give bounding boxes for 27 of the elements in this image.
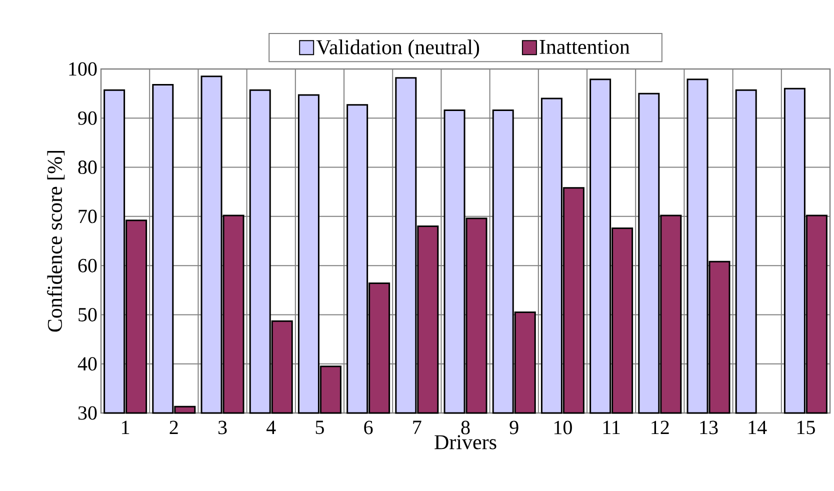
x-tick-label: 6 xyxy=(364,420,373,434)
y-tick-label: 60 xyxy=(78,258,97,272)
x-tick-label: 9 xyxy=(510,420,518,434)
x-tick-label: 12 xyxy=(652,420,669,434)
x-tick-label: 15 xyxy=(797,420,815,434)
y-tick-label: 50 xyxy=(78,308,97,322)
y-tick-label: 90 xyxy=(78,111,97,125)
x-axis-title: Drivers xyxy=(434,435,496,450)
y-tick-label: 100 xyxy=(69,62,97,76)
y-tick-label: 40 xyxy=(78,357,97,371)
y-tick-label: 80 xyxy=(78,160,97,174)
y-axis-title: Confidence score [%] xyxy=(47,150,65,332)
y-tick-label: 30 xyxy=(78,406,97,420)
x-tick-label: 11 xyxy=(603,420,620,434)
y-tick-label: 70 xyxy=(78,210,97,224)
x-tick-label: 4 xyxy=(266,420,276,434)
x-tick-label: 13 xyxy=(700,420,718,434)
x-tick-label: 2 xyxy=(170,420,178,434)
x-tick-label: 1 xyxy=(122,420,130,434)
x-tick-label: 3 xyxy=(218,420,227,434)
legend-label: Inattention xyxy=(540,40,630,54)
x-tick-label: 7 xyxy=(413,420,422,434)
x-tick-label: 10 xyxy=(554,420,572,434)
x-tick-label: 14 xyxy=(748,420,767,434)
x-tick-label: 5 xyxy=(316,420,324,434)
x-tick-label: 8 xyxy=(461,420,470,434)
legend-label: Validation (neutral) xyxy=(316,40,480,59)
